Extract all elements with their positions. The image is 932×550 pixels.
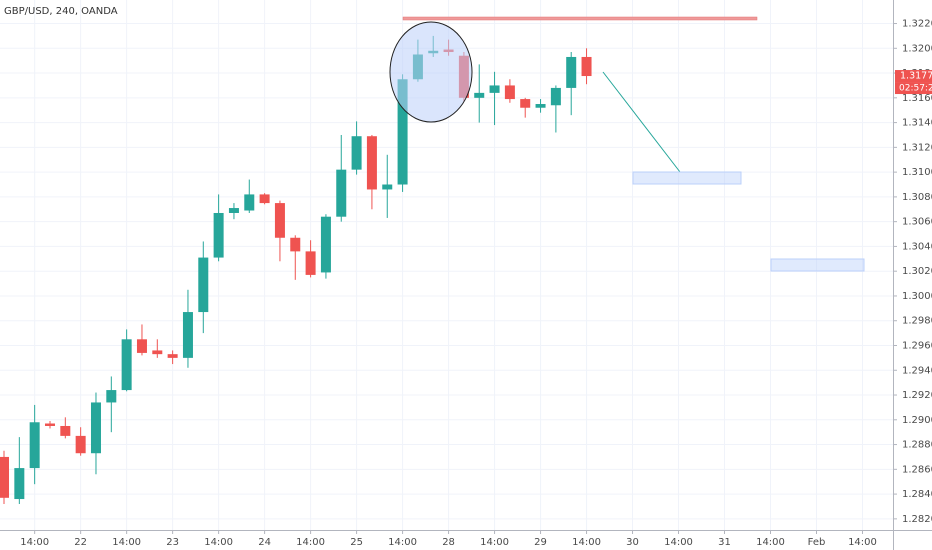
- x-tick-label: 22: [74, 537, 87, 548]
- ellipse: [389, 21, 473, 123]
- candle-body: [121, 339, 132, 391]
- candle-body: [198, 257, 209, 313]
- candle-body: [244, 194, 255, 211]
- candle-body: [228, 208, 239, 213]
- y-tick-label: 1.29200: [902, 390, 932, 401]
- x-tick-label: 24: [258, 537, 271, 548]
- candle-body: [90, 402, 101, 454]
- candle-body: [474, 92, 485, 98]
- candle-body: [274, 203, 285, 238]
- candle-body: [351, 136, 362, 170]
- target-box: [770, 258, 865, 272]
- y-tick-label: 1.29800: [902, 316, 932, 327]
- price-label: 1.31776: [900, 71, 932, 82]
- x-tick-label: 14:00: [204, 537, 233, 548]
- chart-title: GBP/USD, 240, OANDA: [4, 6, 118, 17]
- y-tick-label: 1.31000: [902, 167, 932, 178]
- candle-body: [152, 350, 163, 355]
- axes: 1.322001.320001.318001.316001.314001.312…: [20, 19, 932, 548]
- candle-body: [259, 194, 270, 204]
- x-tick-label: 31: [718, 537, 731, 548]
- candle-body: [566, 56, 577, 88]
- candle-body: [382, 184, 393, 190]
- candle-body: [535, 104, 546, 108]
- y-tick-label: 1.28200: [902, 514, 932, 525]
- candle-body: [320, 216, 331, 273]
- y-tick-label: 1.30600: [902, 217, 932, 228]
- x-tick-label: 30: [626, 537, 639, 548]
- candle-body: [75, 435, 86, 454]
- candle-body: [106, 390, 117, 403]
- candle-body: [167, 354, 178, 358]
- x-tick-label: 28: [442, 537, 455, 548]
- x-tick-label: 14:00: [112, 537, 141, 548]
- candle-body: [14, 468, 25, 500]
- y-tick-label: 1.31200: [902, 142, 932, 153]
- resistance-line: [402, 16, 758, 21]
- candle-body: [0, 456, 9, 498]
- countdown: 02:57:27: [899, 84, 932, 94]
- candle-body: [550, 87, 561, 106]
- y-tick-label: 1.32200: [902, 19, 932, 30]
- price-label-box: [895, 70, 932, 83]
- x-tick-label: 29: [534, 537, 547, 548]
- x-tick-label: Feb: [808, 537, 826, 548]
- candle-body: [397, 79, 408, 185]
- x-tick-label: 23: [166, 537, 179, 548]
- candle-body: [290, 237, 301, 252]
- candle-body: [213, 212, 224, 258]
- y-tick-label: 1.29400: [902, 365, 932, 376]
- grid: [0, 0, 893, 530]
- x-tick-label: 14:00: [388, 537, 417, 548]
- x-tick-label: 14:00: [20, 537, 49, 548]
- candle-body: [136, 339, 147, 353]
- y-tick-label: 1.29000: [902, 415, 932, 426]
- y-tick-label: 1.31400: [902, 118, 932, 129]
- y-tick-label: 1.29600: [902, 340, 932, 351]
- target-box: [632, 171, 742, 185]
- x-tick-label: 14:00: [756, 537, 785, 548]
- y-tick-label: 1.30200: [902, 266, 932, 277]
- candle-body: [29, 422, 40, 469]
- candle-body: [489, 85, 500, 93]
- y-tick-label: 1.30000: [902, 291, 932, 302]
- candle-body: [182, 312, 193, 358]
- x-tick-label: 14:00: [480, 537, 509, 548]
- candle-body: [305, 251, 316, 275]
- drawings: [389, 16, 865, 272]
- y-tick-label: 1.28800: [902, 440, 932, 451]
- trend-line: [602, 71, 681, 173]
- candle-body: [336, 169, 347, 217]
- candle-body: [581, 56, 592, 77]
- y-tick-label: 1.30800: [902, 192, 932, 203]
- y-tick-label: 1.28600: [902, 464, 932, 475]
- candle-body: [520, 99, 531, 108]
- x-tick-label: 14:00: [572, 537, 601, 548]
- countdown-box: [895, 82, 932, 95]
- candle-body: [366, 136, 377, 190]
- x-tick-label: 14:00: [664, 537, 693, 548]
- x-tick-label: 14:00: [848, 537, 877, 548]
- x-tick-label: 14:00: [296, 537, 325, 548]
- candle-body: [44, 423, 55, 426]
- candle-body: [60, 425, 71, 436]
- y-tick-label: 1.28400: [902, 489, 932, 500]
- x-tick-label: 25: [350, 537, 363, 548]
- y-tick-label: 1.32000: [902, 43, 932, 54]
- y-tick-label: 1.31600: [902, 93, 932, 104]
- y-tick-label: 1.30400: [902, 241, 932, 252]
- candle-body: [504, 85, 515, 100]
